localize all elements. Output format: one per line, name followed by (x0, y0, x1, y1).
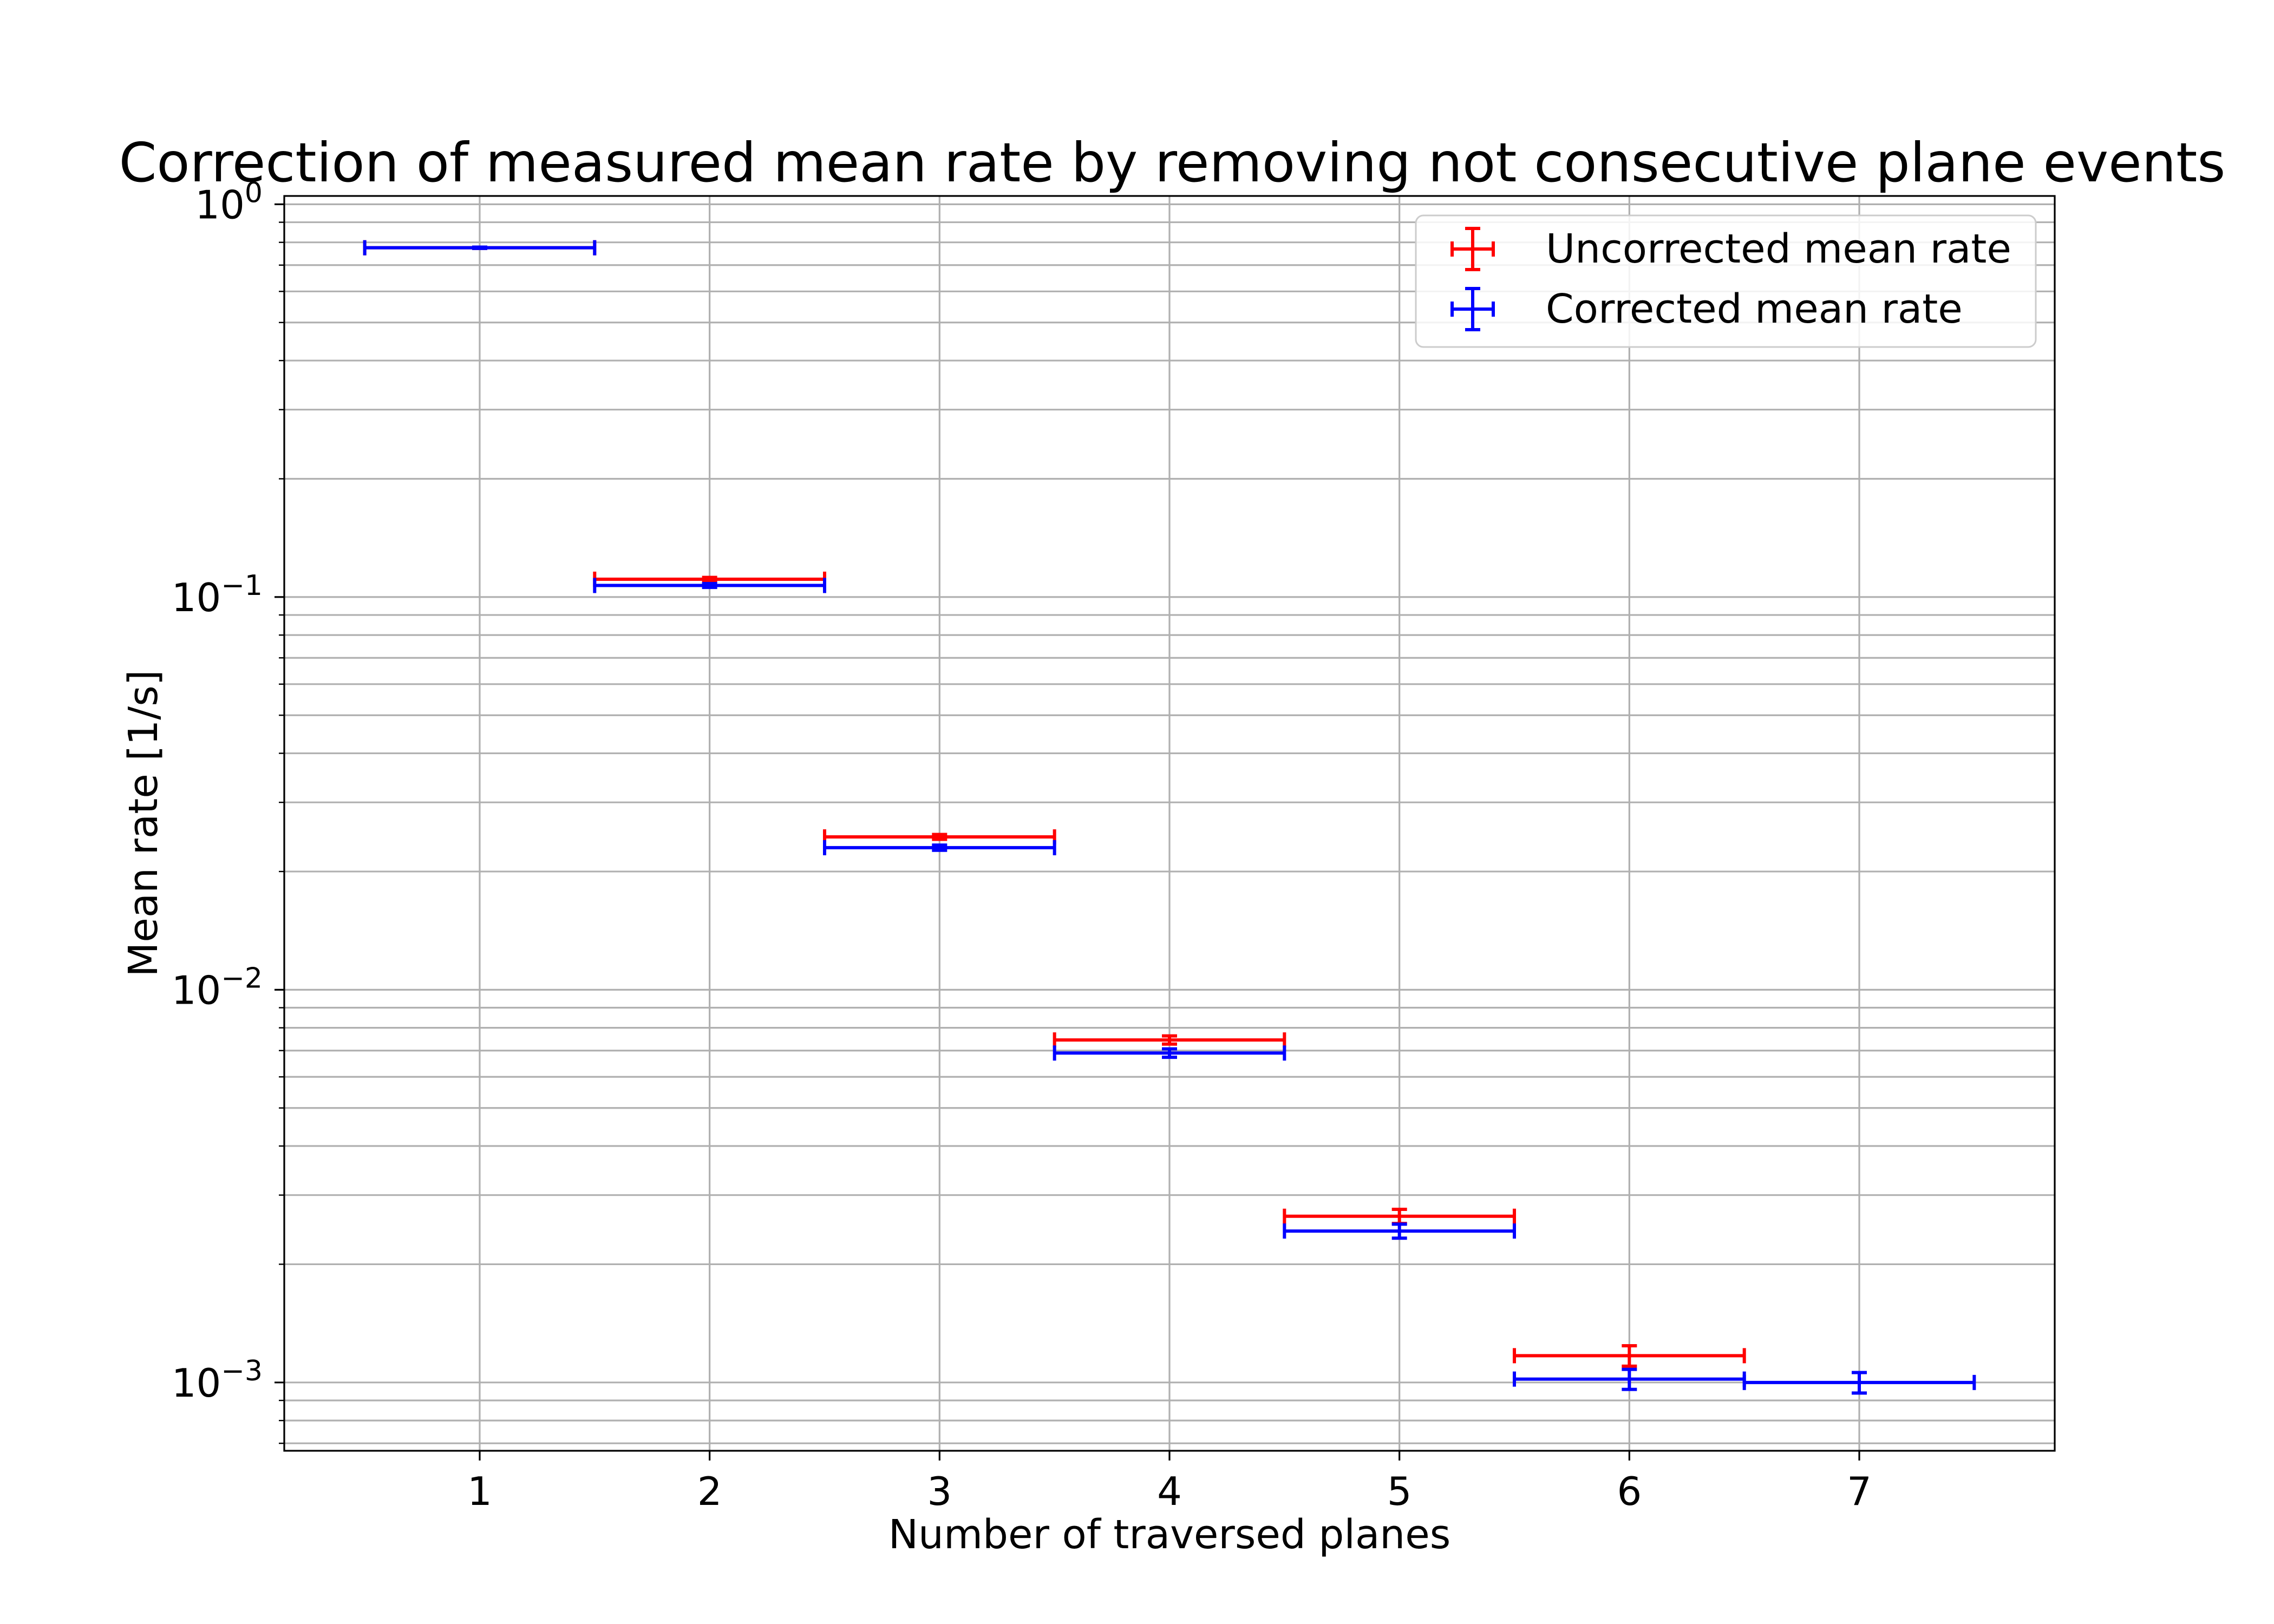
x-tick-label: 1 (467, 1469, 492, 1514)
series-corrected (363, 240, 1976, 1395)
y-axis: 100 10−1 10−2 10−3 (172, 176, 284, 1444)
y-axis-label: Mean rate [1/s] (120, 670, 167, 977)
legend-handle-uncorrected (1450, 227, 1495, 271)
data-point (822, 840, 1056, 855)
x-tick-label: 7 (1847, 1469, 1872, 1514)
data-point (363, 240, 597, 256)
x-tick-label: 2 (697, 1469, 722, 1514)
data-point (1513, 1367, 1746, 1391)
gridlines (284, 196, 2055, 1451)
data-point (1053, 1045, 1286, 1061)
x-axis-label: Number of traversed planes (888, 1511, 1451, 1558)
legend-frame (1415, 214, 2037, 348)
chart-title: Correction of measured mean rate by remo… (119, 131, 2226, 194)
data-point (593, 578, 826, 593)
legend-label-corrected: Corrected mean rate (1546, 286, 1963, 332)
legend-handle-corrected (1450, 287, 1495, 331)
legend: Uncorrected mean rate Corrected mean rat… (1415, 214, 2037, 348)
series-layer (363, 240, 1976, 1395)
x-tick-label: 5 (1387, 1469, 1412, 1514)
x-tick-label: 4 (1157, 1469, 1182, 1514)
y-tick-label: 10−2 (172, 962, 263, 1013)
y-tick-label: 100 (195, 176, 263, 227)
x-tick-label: 6 (1617, 1469, 1642, 1514)
x-tick-label: 3 (927, 1469, 952, 1514)
y-tick-label: 10−1 (172, 569, 263, 620)
data-point (1283, 1207, 1517, 1226)
data-point (1513, 1344, 1746, 1368)
x-axis: 1 2 3 4 5 6 7 (467, 1451, 1872, 1514)
data-point (1283, 1222, 1517, 1240)
data-point (1742, 1371, 1976, 1395)
data-point (1053, 1032, 1286, 1048)
legend-label-uncorrected: Uncorrected mean rate (1546, 226, 2011, 272)
y-tick-label: 10−3 (172, 1355, 263, 1406)
